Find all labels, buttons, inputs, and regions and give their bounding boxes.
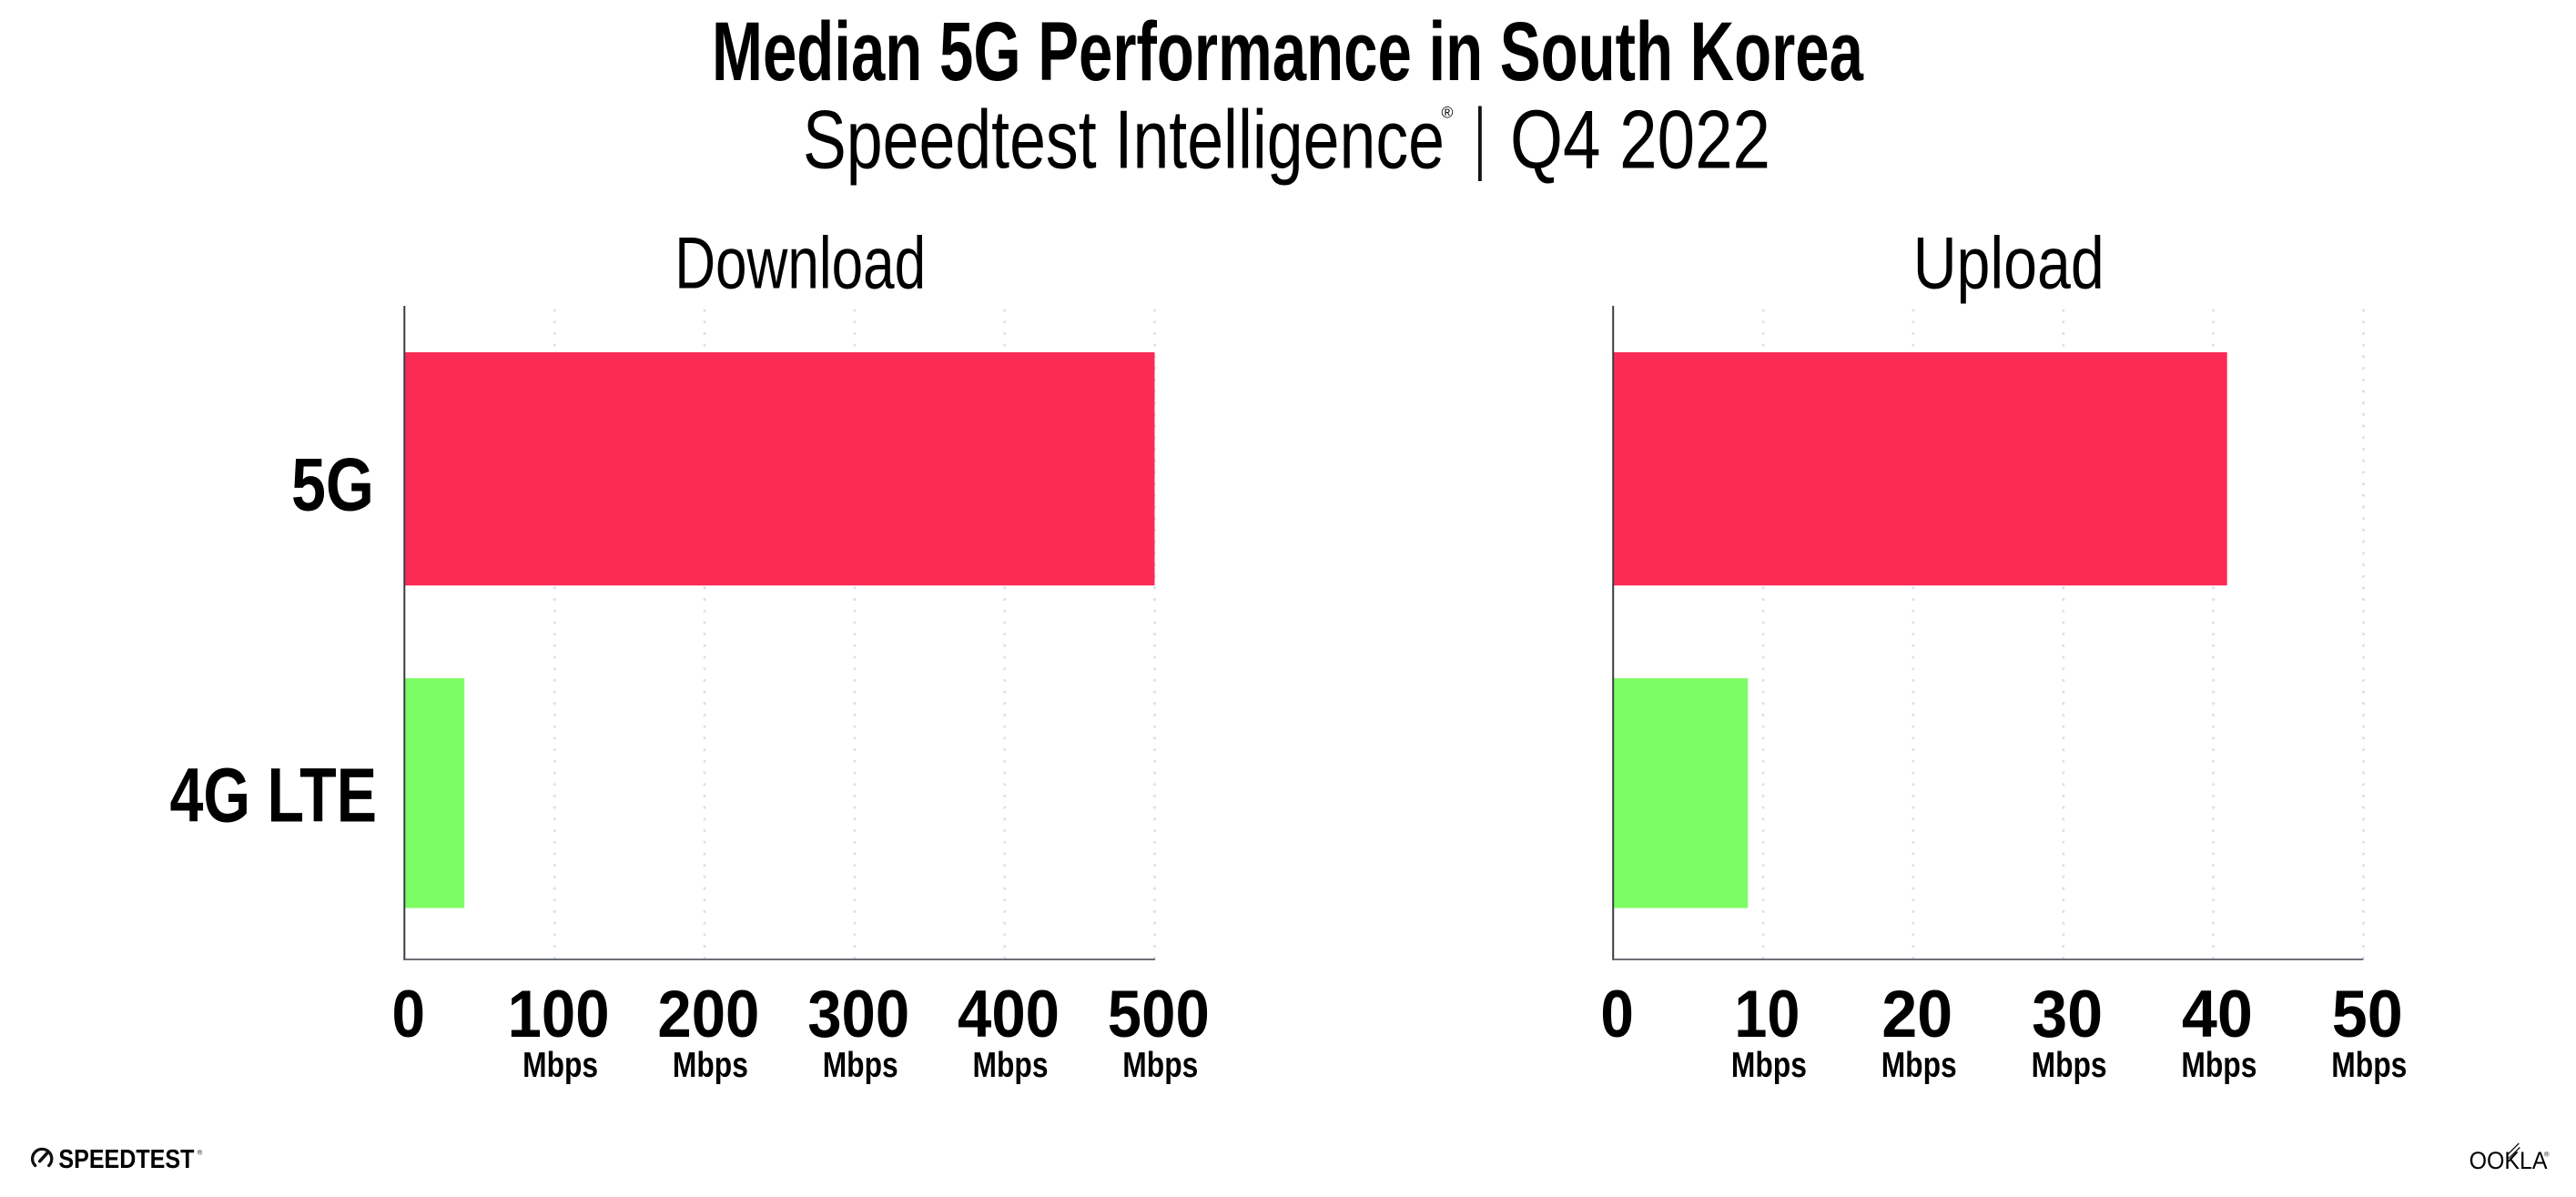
- svg-text:100: 100: [508, 976, 610, 1051]
- svg-text:Download: Download: [674, 223, 926, 305]
- svg-text:0: 0: [1600, 976, 1634, 1051]
- svg-text:Mbps: Mbps: [973, 1046, 1049, 1085]
- svg-text:Upload: Upload: [1913, 223, 2104, 305]
- svg-text:®: ®: [1442, 104, 1454, 122]
- svg-text:4G LTE: 4G LTE: [170, 753, 378, 838]
- svg-text:Q4 2022: Q4 2022: [1510, 95, 1770, 187]
- svg-text:Mbps: Mbps: [522, 1046, 598, 1085]
- svg-text:200: 200: [657, 976, 759, 1051]
- svg-text:®: ®: [198, 1148, 203, 1156]
- svg-text:10: 10: [1734, 976, 1800, 1051]
- svg-text:30: 30: [2032, 976, 2103, 1051]
- svg-text:300: 300: [807, 976, 909, 1051]
- svg-text:SPEEDTEST: SPEEDTEST: [58, 1145, 194, 1174]
- svg-text:400: 400: [958, 976, 1060, 1051]
- svg-text:Speedtest Intelligence: Speedtest Intelligence: [803, 95, 1445, 187]
- svg-text:Median 5G Performance in South: Median 5G Performance in South Korea: [712, 5, 1864, 98]
- svg-text:20: 20: [1881, 976, 1952, 1051]
- svg-text:0: 0: [392, 976, 426, 1051]
- svg-text:Mbps: Mbps: [823, 1046, 898, 1085]
- svg-text:Mbps: Mbps: [1731, 1046, 1807, 1085]
- svg-text:Mbps: Mbps: [2331, 1046, 2407, 1085]
- svg-text:Mbps: Mbps: [2181, 1046, 2257, 1085]
- svg-text:Mbps: Mbps: [2032, 1046, 2107, 1085]
- svg-text:5G: 5G: [291, 443, 374, 527]
- svg-text:®: ®: [2544, 1151, 2550, 1159]
- svg-text:500: 500: [1108, 976, 1210, 1051]
- svg-text:OOKLA: OOKLA: [2470, 1147, 2548, 1174]
- svg-text:Mbps: Mbps: [673, 1046, 748, 1085]
- svg-text:Mbps: Mbps: [1122, 1046, 1198, 1085]
- svg-text:40: 40: [2182, 976, 2253, 1051]
- svg-text:Mbps: Mbps: [1881, 1046, 1957, 1085]
- svg-text:50: 50: [2332, 976, 2403, 1051]
